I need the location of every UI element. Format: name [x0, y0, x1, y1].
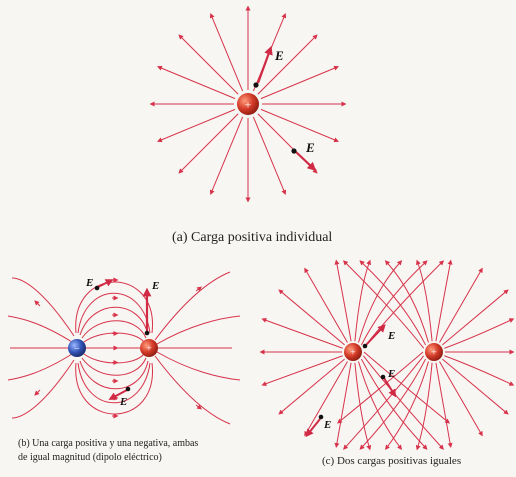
positive-charge-left: +	[344, 343, 362, 361]
field-vector-top-left: E	[85, 277, 114, 291]
repelling-field-lines	[259, 259, 515, 451]
field-line	[304, 267, 348, 343]
field-line	[442, 358, 509, 415]
field-line	[362, 355, 444, 450]
field-line	[252, 116, 287, 196]
caption-dipole-line2: de igual magnitud (dipolo eléctrico)	[18, 452, 162, 463]
positive-charge-right: +	[425, 343, 443, 361]
field-line	[156, 108, 236, 143]
charge-symbol: +	[245, 98, 252, 112]
caption-two-positive-charges: (c) Dos cargas positivas iguales	[322, 455, 462, 467]
field-vector-middle-bottom: E	[380, 368, 397, 398]
caption-dipole-line1: (b) Una carga positiva y una negativa, a…	[18, 438, 199, 449]
field-vector-label: E	[323, 419, 331, 431]
field-line	[359, 260, 427, 346]
field-vector-middle-top: E	[362, 324, 395, 349]
field-vector-bottom: E	[108, 386, 131, 408]
field-vector-label: E	[274, 48, 284, 63]
field-line	[260, 65, 340, 100]
field-vector-lower: E	[291, 140, 317, 172]
field-line	[360, 358, 428, 450]
field-line	[257, 34, 318, 95]
field-line	[178, 34, 239, 95]
dipole-panel: E E E − +	[7, 271, 241, 425]
field-line	[261, 318, 343, 349]
charge-symbol: +	[146, 344, 152, 355]
charge-symbol: +	[350, 348, 356, 359]
field-line	[260, 108, 340, 143]
field-line	[261, 355, 343, 386]
positive-charge: +	[140, 339, 158, 357]
field-vector-upper: E	[253, 45, 284, 88]
field-vector-top-right: E	[142, 280, 159, 336]
field-line	[209, 116, 244, 196]
field-line	[444, 318, 515, 349]
field-line	[304, 361, 348, 437]
field-line	[439, 267, 483, 343]
field-line	[342, 260, 425, 349]
field-line	[415, 362, 433, 451]
negative-charge: −	[68, 339, 86, 357]
dipole-field-lines	[7, 271, 241, 425]
field-line	[363, 351, 450, 424]
caption-single-charge: (a) Carga positiva individual	[172, 230, 333, 245]
single-positive-charge-panel: E E +	[149, 5, 347, 203]
field-vector-label: E	[305, 140, 315, 155]
field-line	[439, 361, 483, 437]
field-line	[358, 361, 403, 450]
field-line	[435, 259, 453, 342]
field-line	[384, 361, 429, 450]
positive-charge: +	[237, 93, 259, 115]
field-line	[334, 362, 352, 449]
field-line	[334, 259, 352, 342]
field-line	[416, 259, 433, 342]
field-line	[444, 355, 515, 386]
field-line	[354, 362, 372, 451]
field-line	[360, 260, 428, 346]
field-line	[435, 362, 453, 449]
field-vector-label: E	[387, 330, 395, 342]
field-line	[359, 358, 427, 450]
field-line	[209, 12, 244, 92]
field-line	[442, 289, 509, 346]
field-vector-label: E	[119, 396, 127, 408]
field-vector-label: E	[151, 280, 159, 292]
charge-symbol: −	[74, 344, 80, 355]
field-line	[178, 113, 239, 174]
field-line	[156, 65, 236, 100]
field-line	[278, 289, 345, 346]
field-vector-label: E	[387, 368, 395, 380]
field-line	[278, 358, 345, 415]
charge-symbol: +	[431, 348, 437, 359]
field-line	[358, 260, 403, 343]
field-vector-label: E	[85, 277, 93, 289]
field-line	[384, 260, 429, 343]
field-line	[354, 259, 371, 342]
field-vector-lower-left: E	[305, 414, 331, 438]
two-positive-charges-panel: E E E + +	[259, 259, 515, 451]
